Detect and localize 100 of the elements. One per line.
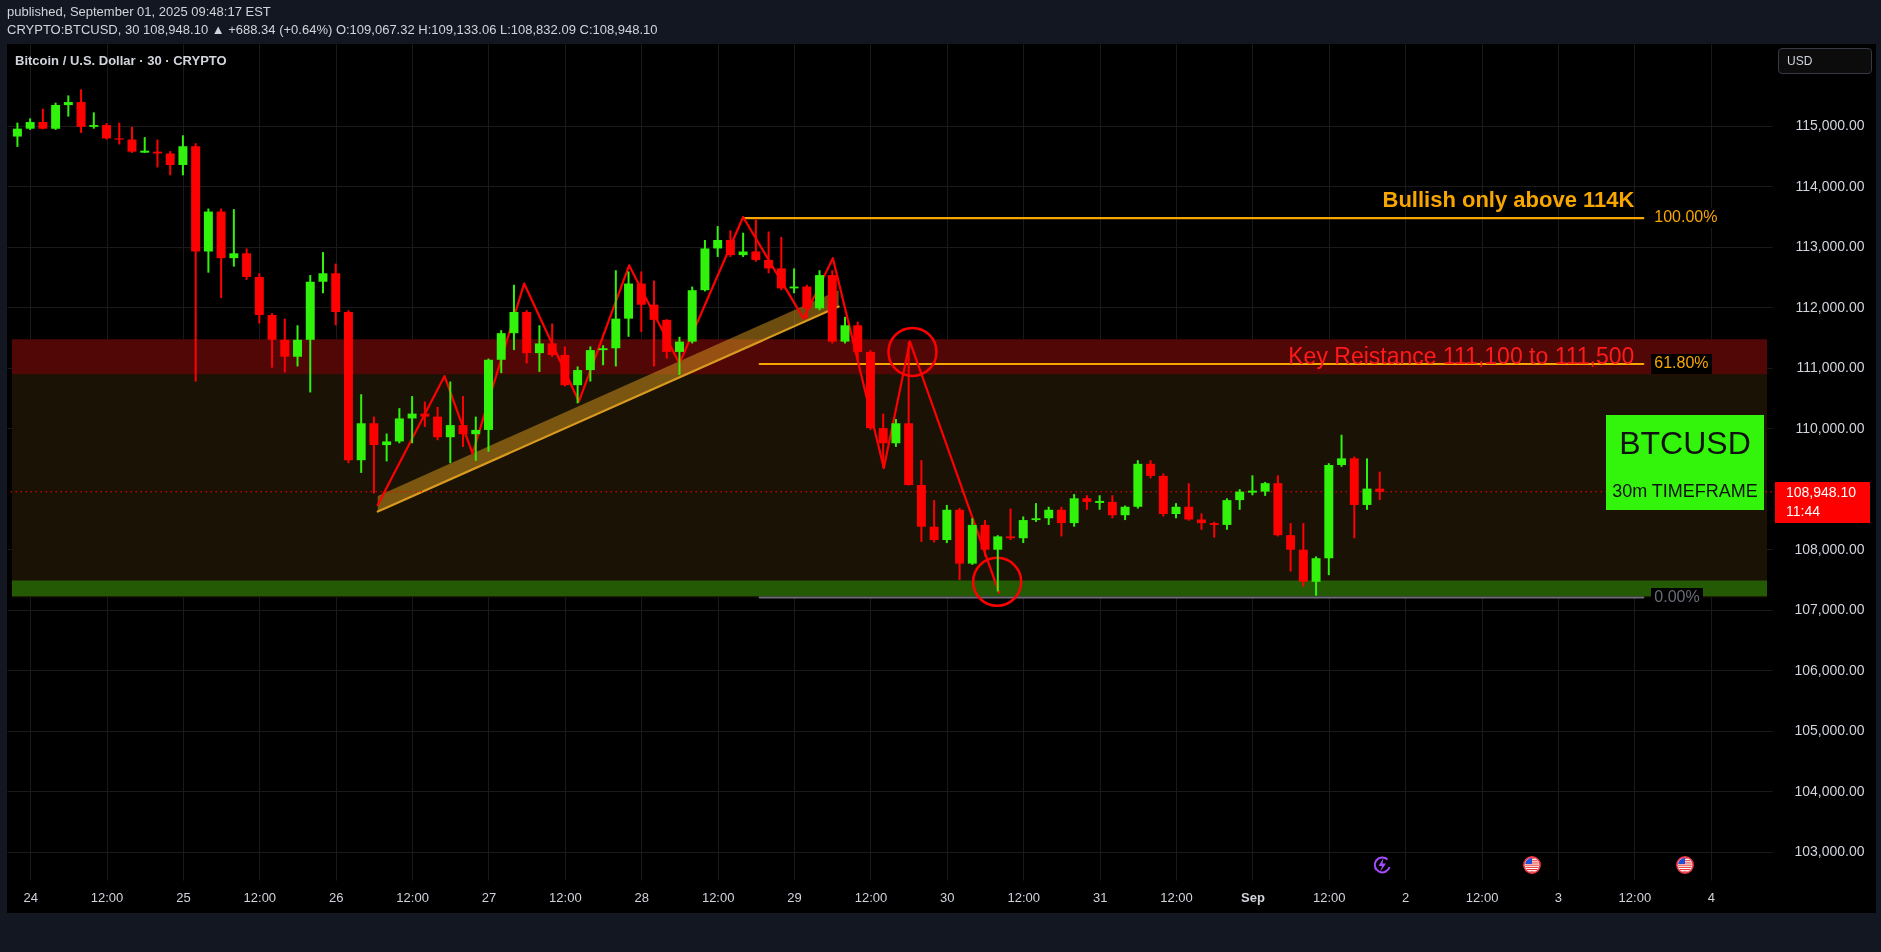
y-tick-label: 106,000.00 — [1794, 661, 1865, 678]
candlestick — [1095, 494, 1105, 511]
x-tick-label: 25 — [176, 889, 191, 905]
candlestick — [280, 317, 290, 374]
candlestick — [1031, 502, 1041, 523]
annotation: 30m TIMEFRAME — [1611, 481, 1759, 503]
candlestick — [445, 380, 455, 465]
candlestick — [751, 218, 761, 263]
candlestick — [140, 136, 150, 154]
x-tick-label: 12:00 — [90, 889, 124, 905]
y-tick-label: 115,000.00 — [1795, 117, 1865, 134]
x-tick-label: 31 — [1092, 889, 1108, 905]
y-tick-label: 107,000.00 — [1794, 601, 1865, 618]
candlestick — [382, 432, 392, 463]
candlestick — [89, 111, 99, 130]
y-tick-label: 103,000.00 — [1794, 843, 1865, 860]
candlestick — [1375, 470, 1385, 502]
candlestick — [738, 231, 748, 258]
series-label: 100.00% — [1651, 208, 1721, 229]
candlestick — [547, 322, 557, 358]
x-tick-label: 24 — [23, 889, 38, 905]
candlestick — [585, 345, 595, 383]
candlestick — [114, 121, 124, 146]
candlestick — [1006, 507, 1015, 542]
x-tick-label: 3 — [1554, 889, 1563, 905]
x-tick-label: 27 — [481, 889, 497, 905]
candlestick — [929, 499, 939, 544]
annotation: BTCUSD — [1618, 425, 1752, 463]
candlestick — [776, 235, 786, 292]
candlestick — [51, 101, 61, 131]
series-label: 61.80% — [1651, 354, 1712, 374]
x-tick-label: 12:00 — [1465, 889, 1499, 905]
x-tick-label: 12:00 — [701, 889, 735, 905]
candlestick — [242, 247, 252, 281]
candlestick — [598, 344, 608, 367]
x-tick-label: 29 — [787, 889, 802, 905]
candlestick — [840, 315, 850, 345]
unit-button: USD — [1778, 48, 1872, 74]
x-tick-label: 12:00 — [549, 889, 582, 905]
chart-subtitle: CRYPTO:BTCUSD, 30 108,948.10 ▲ +688.34 (+0.64%) O:109,067.32 H:109,133.06 L:108,832.09 C:108,948.10 — [7, 22, 658, 37]
y-tick-label: 114,000.00 — [1795, 177, 1865, 194]
candlestick — [471, 415, 481, 462]
price-tag: 108,948.10 11:44 — [1775, 482, 1870, 524]
candlestick — [1107, 494, 1117, 520]
candlestick — [1235, 488, 1245, 511]
series-label: 0.00% — [1651, 587, 1703, 608]
candlestick — [878, 412, 888, 470]
y-tick-label: 113,000.00 — [1795, 238, 1865, 255]
candlestick — [1337, 433, 1347, 468]
x-tick-label: Sep — [1240, 889, 1265, 905]
label-box: BTCUSD 30m TIMEFRAME — [1606, 415, 1764, 510]
candlestick — [229, 208, 239, 268]
candlestick — [1247, 474, 1257, 497]
candlestick — [509, 283, 519, 352]
candlestick — [1286, 522, 1296, 573]
x-tick-label: 12:00 — [396, 889, 429, 905]
candlestick — [891, 418, 901, 448]
candlestick — [12, 121, 22, 148]
y-tick-label: 110,000.00 — [1795, 419, 1865, 436]
x-tick-label: 28 — [634, 889, 650, 905]
x-tick-label: 12:00 — [1007, 889, 1041, 905]
text: Bitcoin / U.S. Dollar · 30 · CRYPTO — [15, 53, 227, 68]
candlestick — [165, 150, 175, 177]
x-tick-label: 12:00 — [1313, 889, 1346, 905]
x-tick-label: 30 — [940, 889, 955, 905]
x-tick-label: 12:00 — [854, 889, 888, 905]
annotation: Bullish only above 114K — [1382, 187, 1635, 213]
candlestick — [1018, 515, 1028, 545]
x-tick-label: 2 — [1402, 889, 1410, 905]
candlestick — [420, 400, 430, 428]
candlestick — [764, 230, 774, 275]
candlestick — [1209, 520, 1219, 539]
candlestick — [433, 405, 443, 442]
candlestick — [318, 251, 328, 295]
y-tick-label: 112,000.00 — [1795, 298, 1865, 315]
candlestick — [573, 365, 583, 405]
candlestick — [458, 395, 468, 448]
candlestick — [636, 270, 646, 333]
candlestick — [993, 534, 1003, 593]
candlestick — [178, 134, 188, 177]
candlestick — [674, 335, 684, 376]
y-tick-label: 105,000.00 — [1794, 722, 1865, 739]
candlestick — [1311, 555, 1321, 597]
y-tick-label: 111,000.00 — [1796, 359, 1865, 376]
candlestick — [713, 225, 723, 258]
x-tick-label: 12:00 — [1160, 889, 1193, 905]
x-tick-label: 4 — [1707, 889, 1715, 905]
x-tick-label: 26 — [328, 889, 344, 905]
x-tick-label: 12:00 — [1618, 889, 1652, 905]
annotation: Key Reistance 111,100 to 111,500 — [1288, 343, 1635, 369]
candlestick — [1146, 459, 1156, 480]
candlestick — [293, 324, 302, 368]
y-tick-label: 104,000.00 — [1794, 782, 1865, 799]
candlestick — [394, 407, 404, 445]
candlestick — [802, 283, 812, 320]
candlestick — [1056, 505, 1066, 538]
candlestick — [725, 229, 735, 258]
candlestick — [63, 94, 73, 118]
candlestick — [534, 324, 544, 373]
y-tick-label: 108,000.00 — [1794, 540, 1865, 557]
